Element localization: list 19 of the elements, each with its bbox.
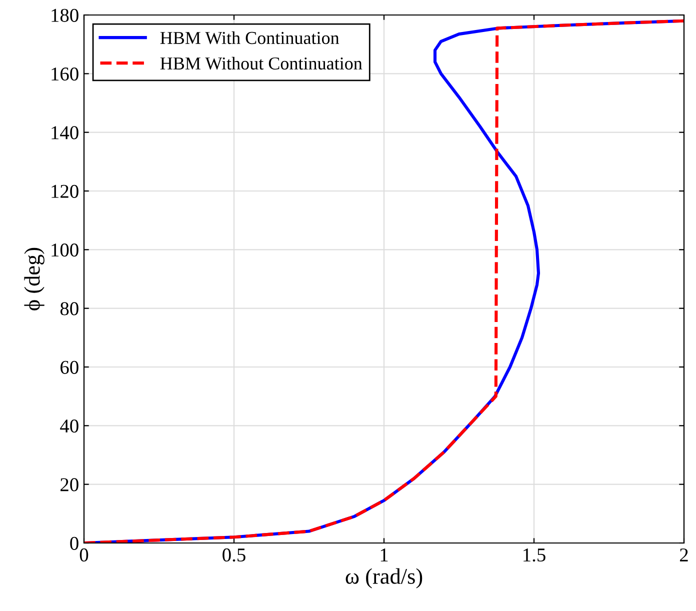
y-tick-label: 20: [60, 478, 78, 492]
y-tick-label: 80: [60, 302, 78, 316]
y-tick-label: 60: [60, 360, 78, 374]
x-tick-label: 1.5: [524, 548, 546, 562]
x-tick-label: 0: [80, 548, 88, 562]
x-tick-label: 2: [680, 548, 688, 562]
y-tick-label: 0: [70, 536, 78, 550]
y-tick-label: 180: [52, 8, 78, 22]
x-tick-label: 0.5: [222, 548, 246, 562]
y-tick-label: 140: [52, 126, 78, 140]
y-tick-label: 160: [52, 67, 78, 81]
x-tick-label: 1: [380, 548, 388, 562]
y-tick-label: 120: [52, 184, 78, 198]
y-tick-label: 100: [52, 243, 78, 257]
y-tick-label: 40: [60, 419, 78, 433]
x-axis-title: ω (rad/s): [346, 568, 422, 588]
legend-label: HBM With Continuation: [160, 31, 340, 44]
y-axis-title: ϕ (deg): [24, 248, 44, 310]
legend-label: HBM Without Continuation: [160, 56, 362, 70]
